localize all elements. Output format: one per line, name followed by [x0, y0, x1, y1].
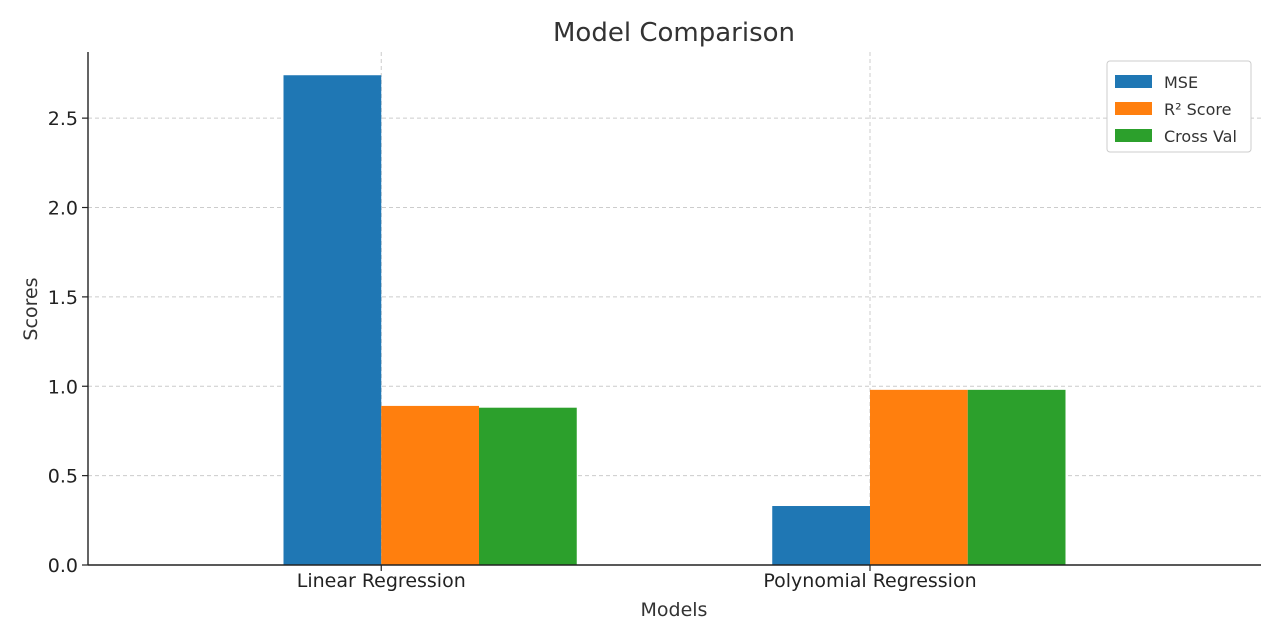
bar-mse-0: [283, 75, 382, 565]
legend-swatch: [1115, 102, 1152, 115]
axes: 0.0 0.5 1.0 1.5 2.0 2.5 Linear Regression Polyn…: [48, 52, 1261, 592]
legend-swatch: [1115, 129, 1152, 142]
y-tick-label: 0.0: [48, 555, 78, 577]
legend-label: MSE: [1164, 73, 1198, 92]
y-tick-label: 1.0: [48, 376, 78, 398]
y-tick-label: 0.5: [48, 466, 78, 488]
x-axis-label: Models: [641, 599, 708, 621]
legend: MSE R² Score Cross Val: [1106, 60, 1252, 153]
x-tick-label: Polynomial Regression: [763, 570, 976, 592]
legend-label: Cross Val: [1164, 127, 1237, 146]
bar-r-score-0: [381, 405, 479, 565]
y-axis-label: Scores: [20, 277, 42, 340]
grid: [88, 52, 1261, 566]
chart-title: Model Comparison: [553, 18, 795, 48]
y-tick-label: 2.0: [48, 198, 78, 220]
bar-cross-val-0: [479, 407, 577, 565]
y-tick-label: 2.5: [48, 108, 78, 130]
x-tick-label: Linear Regression: [297, 570, 466, 592]
y-tick-label: 1.5: [48, 287, 78, 309]
bar-mse-1: [772, 506, 870, 565]
bar-cross-val-1: [967, 389, 1066, 565]
legend-label: R² Score: [1164, 100, 1231, 119]
bars: [283, 75, 1066, 565]
bar-r-score-1: [870, 389, 968, 565]
legend-swatch: [1115, 75, 1152, 88]
